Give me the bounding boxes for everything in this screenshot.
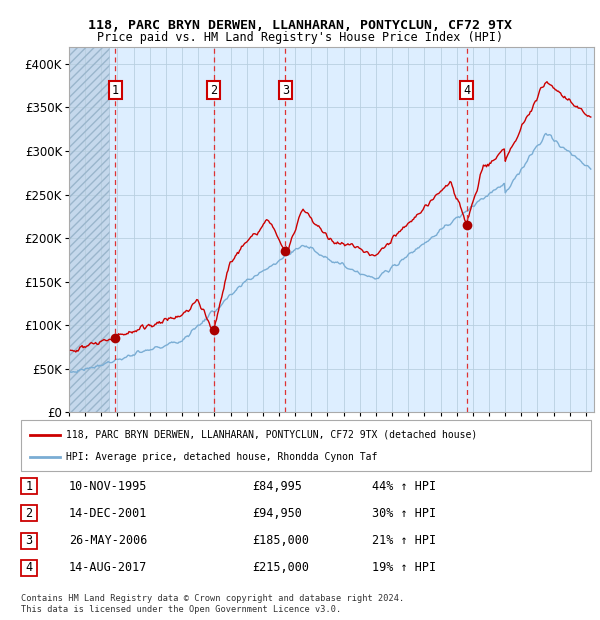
Text: Price paid vs. HM Land Registry's House Price Index (HPI): Price paid vs. HM Land Registry's House … bbox=[97, 31, 503, 44]
Text: 26-MAY-2006: 26-MAY-2006 bbox=[69, 534, 148, 547]
Text: 4: 4 bbox=[25, 562, 32, 574]
Text: £94,950: £94,950 bbox=[252, 507, 302, 520]
Text: 14-AUG-2017: 14-AUG-2017 bbox=[69, 562, 148, 574]
Text: £185,000: £185,000 bbox=[252, 534, 309, 547]
Text: This data is licensed under the Open Government Licence v3.0.: This data is licensed under the Open Gov… bbox=[21, 604, 341, 614]
Text: 4: 4 bbox=[463, 84, 470, 97]
Text: 1: 1 bbox=[25, 480, 32, 492]
Text: Contains HM Land Registry data © Crown copyright and database right 2024.: Contains HM Land Registry data © Crown c… bbox=[21, 593, 404, 603]
Text: 21% ↑ HPI: 21% ↑ HPI bbox=[372, 534, 436, 547]
Text: 10-NOV-1995: 10-NOV-1995 bbox=[69, 480, 148, 492]
Text: 19% ↑ HPI: 19% ↑ HPI bbox=[372, 562, 436, 574]
Text: 118, PARC BRYN DERWEN, LLANHARAN, PONTYCLUN, CF72 9TX: 118, PARC BRYN DERWEN, LLANHARAN, PONTYC… bbox=[88, 19, 512, 32]
Text: HPI: Average price, detached house, Rhondda Cynon Taf: HPI: Average price, detached house, Rhon… bbox=[66, 452, 377, 462]
Text: £215,000: £215,000 bbox=[252, 562, 309, 574]
Text: 1: 1 bbox=[112, 84, 119, 97]
Text: 30% ↑ HPI: 30% ↑ HPI bbox=[372, 507, 436, 520]
Text: 14-DEC-2001: 14-DEC-2001 bbox=[69, 507, 148, 520]
Text: 2: 2 bbox=[210, 84, 217, 97]
Text: 3: 3 bbox=[25, 534, 32, 547]
Text: 118, PARC BRYN DERWEN, LLANHARAN, PONTYCLUN, CF72 9TX (detached house): 118, PARC BRYN DERWEN, LLANHARAN, PONTYC… bbox=[66, 430, 477, 440]
Bar bbox=[69, 46, 109, 412]
Text: 3: 3 bbox=[282, 84, 289, 97]
Text: 44% ↑ HPI: 44% ↑ HPI bbox=[372, 480, 436, 492]
Text: £84,995: £84,995 bbox=[252, 480, 302, 492]
Bar bbox=[69, 46, 109, 412]
Text: 2: 2 bbox=[25, 507, 32, 520]
